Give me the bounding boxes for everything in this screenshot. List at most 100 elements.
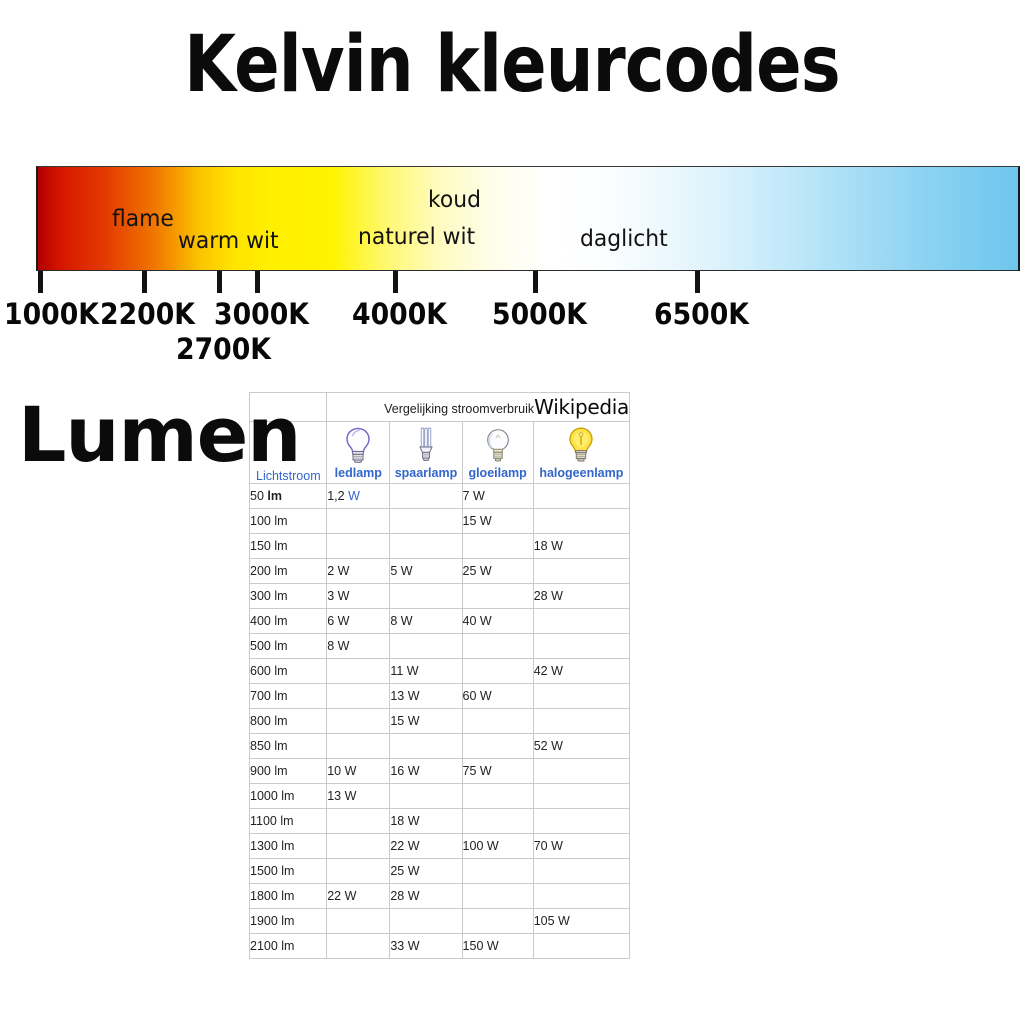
cell-halogeenlamp — [532, 558, 631, 584]
cell-gloeilamp — [461, 708, 534, 734]
cell-ledlamp — [326, 733, 391, 759]
cell-gloeilamp — [461, 633, 534, 659]
cell-halogeenlamp: 52 W — [532, 733, 631, 759]
cell-halogeenlamp — [532, 683, 631, 709]
cell-halogeenlamp: 42 W — [532, 658, 631, 684]
cell-spaarlamp — [389, 633, 463, 659]
cell-spaarlamp: 11 W — [389, 658, 463, 684]
cell-ledlamp — [326, 933, 391, 959]
kelvin-tick-label-4000k: 4000K — [352, 297, 447, 331]
cell-halogeenlamp — [532, 858, 631, 884]
column-header-halogeenlamp[interactable]: halogeenlamp — [532, 421, 631, 484]
table-caption-cell: Vergelijking stroomverbruikWikipedia — [326, 392, 630, 422]
cell-gloeilamp — [461, 858, 534, 884]
table-row: 2100 lm 33 W 150 W — [248, 933, 631, 959]
cell-gloeilamp — [461, 908, 534, 934]
wikipedia-source-label: Wikipedia — [534, 395, 629, 419]
lumen-comparison-table: Vergelijking stroomverbruikWikipedia Lic… — [248, 392, 631, 959]
kelvin-tick-2700k — [217, 271, 222, 293]
cell-spaarlamp: 28 W — [389, 883, 463, 909]
cell-lichtstroom: 200 lm — [248, 558, 328, 584]
cell-ledlamp: 2 W — [326, 558, 391, 584]
cell-gloeilamp — [461, 783, 534, 809]
table-row: 1000 lm 13 W — [248, 783, 631, 809]
table-row: 850 lm 52 W — [248, 733, 631, 759]
column-header-halogeenlamp-label: halogeenlamp — [539, 465, 624, 480]
cell-spaarlamp — [389, 508, 463, 534]
column-header-ledlamp-label: ledlamp — [334, 465, 382, 480]
incandescent-lamp-icon — [463, 426, 533, 464]
table-row: 150 lm 18 W — [248, 533, 631, 559]
cell-spaarlamp — [389, 583, 463, 609]
cell-lichtstroom: 50 lm — [248, 483, 328, 509]
cell-spaarlamp — [389, 533, 463, 559]
cell-halogeenlamp — [532, 508, 631, 534]
column-header-spaarlamp[interactable]: spaarlamp — [389, 421, 463, 484]
cell-ledlamp — [326, 658, 391, 684]
cell-spaarlamp — [389, 483, 463, 509]
cell-lichtstroom: 300 lm — [248, 583, 328, 609]
cell-lichtstroom: 800 lm — [248, 708, 328, 734]
cell-ledlamp — [326, 708, 391, 734]
cell-ledlamp: 10 W — [326, 758, 391, 784]
kelvin-tick-2200k — [142, 271, 147, 293]
cell-ledlamp: 8 W — [326, 633, 391, 659]
cell-gloeilamp — [461, 583, 534, 609]
cell-spaarlamp: 5 W — [389, 558, 463, 584]
column-header-lichtstroom[interactable]: Lichtstroom — [248, 421, 328, 484]
cell-spaarlamp: 8 W — [389, 608, 463, 634]
table-row: 800 lm 15 W — [248, 708, 631, 734]
cell-lichtstroom: 1100 lm — [248, 808, 328, 834]
cell-lichtstroom: 600 lm — [248, 658, 328, 684]
cell-gloeilamp: 75 W — [461, 758, 534, 784]
cell-gloeilamp: 15 W — [461, 508, 534, 534]
kelvin-tick-4000k — [393, 271, 398, 293]
cell-spaarlamp: 13 W — [389, 683, 463, 709]
table-row: 700 lm 13 W 60 W — [248, 683, 631, 709]
cell-lichtstroom: 1500 lm — [248, 858, 328, 884]
cell-lichtstroom: 2100 lm — [248, 933, 328, 959]
scale-zone-label-koud: koud — [428, 187, 481, 213]
table-row: 1300 lm 22 W 100 W 70 W — [248, 833, 631, 859]
table-caption-text: Vergelijking stroomverbruik — [384, 402, 535, 416]
cell-spaarlamp — [389, 908, 463, 934]
table-row: 1500 lm 25 W — [248, 858, 631, 884]
column-header-gloeilamp[interactable]: gloeilamp — [461, 421, 534, 484]
table-row: 900 lm 10 W 16 W 75 W — [248, 758, 631, 784]
kelvin-tick-label-6500k: 6500K — [654, 297, 749, 331]
cell-gloeilamp — [461, 808, 534, 834]
scale-zone-label-warm-wit: warm wit — [178, 228, 279, 254]
cell-ledlamp — [326, 683, 391, 709]
kelvin-tick-label-2200k: 2200K — [100, 297, 195, 331]
table-row: 300 lm 3 W 28 W — [248, 583, 631, 609]
cell-ledlamp — [326, 533, 391, 559]
cell-halogeenlamp: 105 W — [532, 908, 631, 934]
kelvin-tick-label-5000k: 5000K — [492, 297, 587, 331]
kelvin-tick-3000k — [255, 271, 260, 293]
cell-gloeilamp — [461, 533, 534, 559]
scale-zone-label-daglicht: daglicht — [580, 226, 668, 252]
cell-gloeilamp — [461, 883, 534, 909]
cell-halogeenlamp — [532, 483, 631, 509]
kelvin-tick-label-1000k: 1000K — [4, 297, 99, 331]
table-row: 100 lm 15 W — [248, 508, 631, 534]
cell-lichtstroom: 500 lm — [248, 633, 328, 659]
kelvin-tick-5000k — [533, 271, 538, 293]
cell-halogeenlamp — [532, 933, 631, 959]
cell-halogeenlamp: 18 W — [532, 533, 631, 559]
cell-halogeenlamp — [532, 708, 631, 734]
cell-ledlamp: 3 W — [326, 583, 391, 609]
cell-ledlamp: 13 W — [326, 783, 391, 809]
table-row: 1900 lm 105 W — [248, 908, 631, 934]
table-row: 600 lm 11 W 42 W — [248, 658, 631, 684]
table-header-row: Lichtstroom ledlamp — [248, 421, 631, 484]
cell-gloeilamp: 7 W — [461, 483, 534, 509]
led-lamp-icon — [327, 426, 389, 464]
cell-lichtstroom: 850 lm — [248, 733, 328, 759]
cell-spaarlamp — [389, 783, 463, 809]
cell-ledlamp: 1,2 W — [326, 483, 391, 509]
cell-ledlamp: 22 W — [326, 883, 391, 909]
column-header-ledlamp[interactable]: ledlamp — [326, 421, 391, 484]
table-row: 1100 lm 18 W — [248, 808, 631, 834]
